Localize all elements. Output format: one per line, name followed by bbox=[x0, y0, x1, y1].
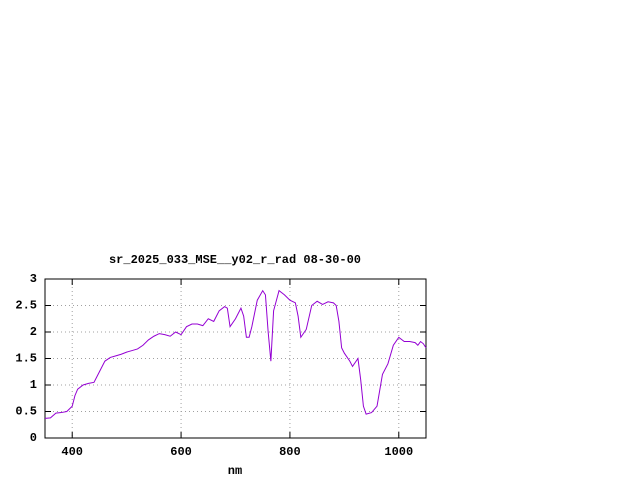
x-tick-label: 400 bbox=[61, 445, 83, 459]
y-tick-label: 1.5 bbox=[15, 352, 37, 366]
y-tick-label: 2 bbox=[30, 325, 37, 339]
x-tick-label: 800 bbox=[279, 445, 301, 459]
data-line bbox=[44, 289, 427, 419]
x-axis-label: nm bbox=[228, 464, 242, 478]
plot-border bbox=[44, 278, 427, 439]
y-tick-label: 3 bbox=[30, 272, 37, 286]
x-tick-label: 600 bbox=[170, 445, 192, 459]
chart-title: sr_2025_033_MSE__y02_r_rad 08-30-00 bbox=[109, 253, 361, 267]
y-tick-label: 1 bbox=[30, 378, 37, 392]
x-tick-label: 1000 bbox=[384, 445, 413, 459]
y-tick-label: 0.5 bbox=[15, 405, 37, 419]
y-tick-label: 0 bbox=[30, 431, 37, 445]
y-tick-label: 2.5 bbox=[15, 299, 37, 313]
